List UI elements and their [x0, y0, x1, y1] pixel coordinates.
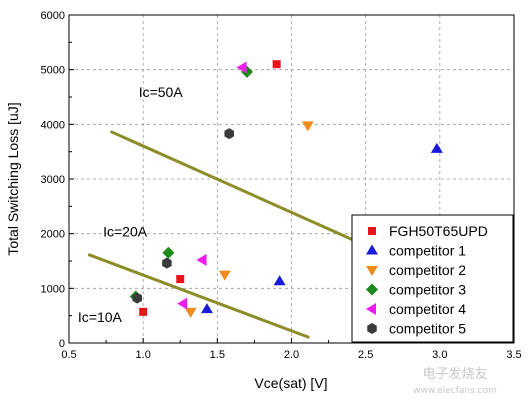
- x-tick-label: 0.5: [61, 349, 76, 361]
- current-annotation: Ic=20A: [103, 223, 148, 239]
- data-point: [196, 253, 207, 266]
- x-tick-label: 2.0: [284, 349, 299, 361]
- axis-ticks: 0.5 1.0 1.5 2.0 2.5 3.0 3.5 0 1000 2000 3000 4000 50…: [41, 10, 522, 361]
- data-point: [236, 61, 247, 74]
- y-tick-label: 1000: [41, 283, 65, 295]
- watermark-text: 电子发烧友: [422, 366, 487, 382]
- legend-marker: [366, 244, 378, 255]
- data-point: [273, 275, 286, 286]
- y-tick-label: 0: [59, 338, 65, 350]
- data-point: [218, 270, 231, 281]
- data-point: [200, 303, 213, 314]
- x-tick-label: 1.0: [136, 349, 151, 361]
- x-tick-label: 1.5: [210, 349, 225, 361]
- legend-marker: [368, 227, 376, 235]
- data-point: [176, 275, 185, 284]
- y-tick-label: 6000: [41, 10, 65, 22]
- data-markers: [129, 60, 443, 318]
- y-tick-label: 4000: [41, 119, 65, 131]
- legend-marker: [366, 303, 376, 315]
- data-point: [430, 142, 443, 153]
- fit-lines: [87, 130, 355, 339]
- current-annotation: Ic=50A: [139, 84, 184, 100]
- x-tick-label: 3.5: [506, 349, 521, 361]
- x-axis-title: Vce(sat) [V]: [254, 375, 327, 391]
- legend-label: competitor 5: [389, 321, 466, 337]
- x-tick-label: 2.5: [358, 349, 373, 361]
- legend-marker: [367, 323, 377, 334]
- legend-label: competitor 1: [389, 243, 466, 259]
- legend-box: [351, 214, 514, 343]
- legend-label: FGH50T65UPD: [389, 223, 488, 239]
- data-point: [132, 292, 142, 304]
- data-point: [139, 307, 148, 316]
- legend-marker: [366, 266, 378, 276]
- legend: FGH50T65UPD competitor 1 competitor 2 compe…: [351, 214, 514, 343]
- data-point: [272, 60, 281, 69]
- y-tick-label: 5000: [41, 65, 65, 77]
- data-point: [162, 257, 172, 269]
- current-annotation: Ic=10A: [78, 309, 123, 325]
- trend-line: [109, 130, 355, 242]
- y-axis-title: Total Switching Loss [uJ]: [5, 102, 21, 255]
- legend-label: competitor 2: [389, 262, 466, 278]
- legend-label: competitor 3: [389, 282, 466, 298]
- trend-line: [87, 253, 310, 339]
- y-tick-label: 2000: [41, 229, 65, 241]
- x-tick-label: 3.0: [432, 349, 447, 361]
- data-point: [184, 307, 197, 318]
- legend-marker: [366, 283, 378, 296]
- data-point: [301, 121, 314, 132]
- data-point: [224, 128, 234, 140]
- data-point: [177, 297, 188, 310]
- data-point: [162, 246, 175, 259]
- watermark-url: www.elecfans.com: [413, 386, 497, 396]
- annotations: Ic=50A Ic=20A Ic=10A: [78, 84, 183, 325]
- watermark: 电子发烧友 www.elecfans.com: [413, 366, 497, 396]
- legend-label: competitor 4: [389, 301, 466, 317]
- y-tick-label: 3000: [41, 174, 65, 186]
